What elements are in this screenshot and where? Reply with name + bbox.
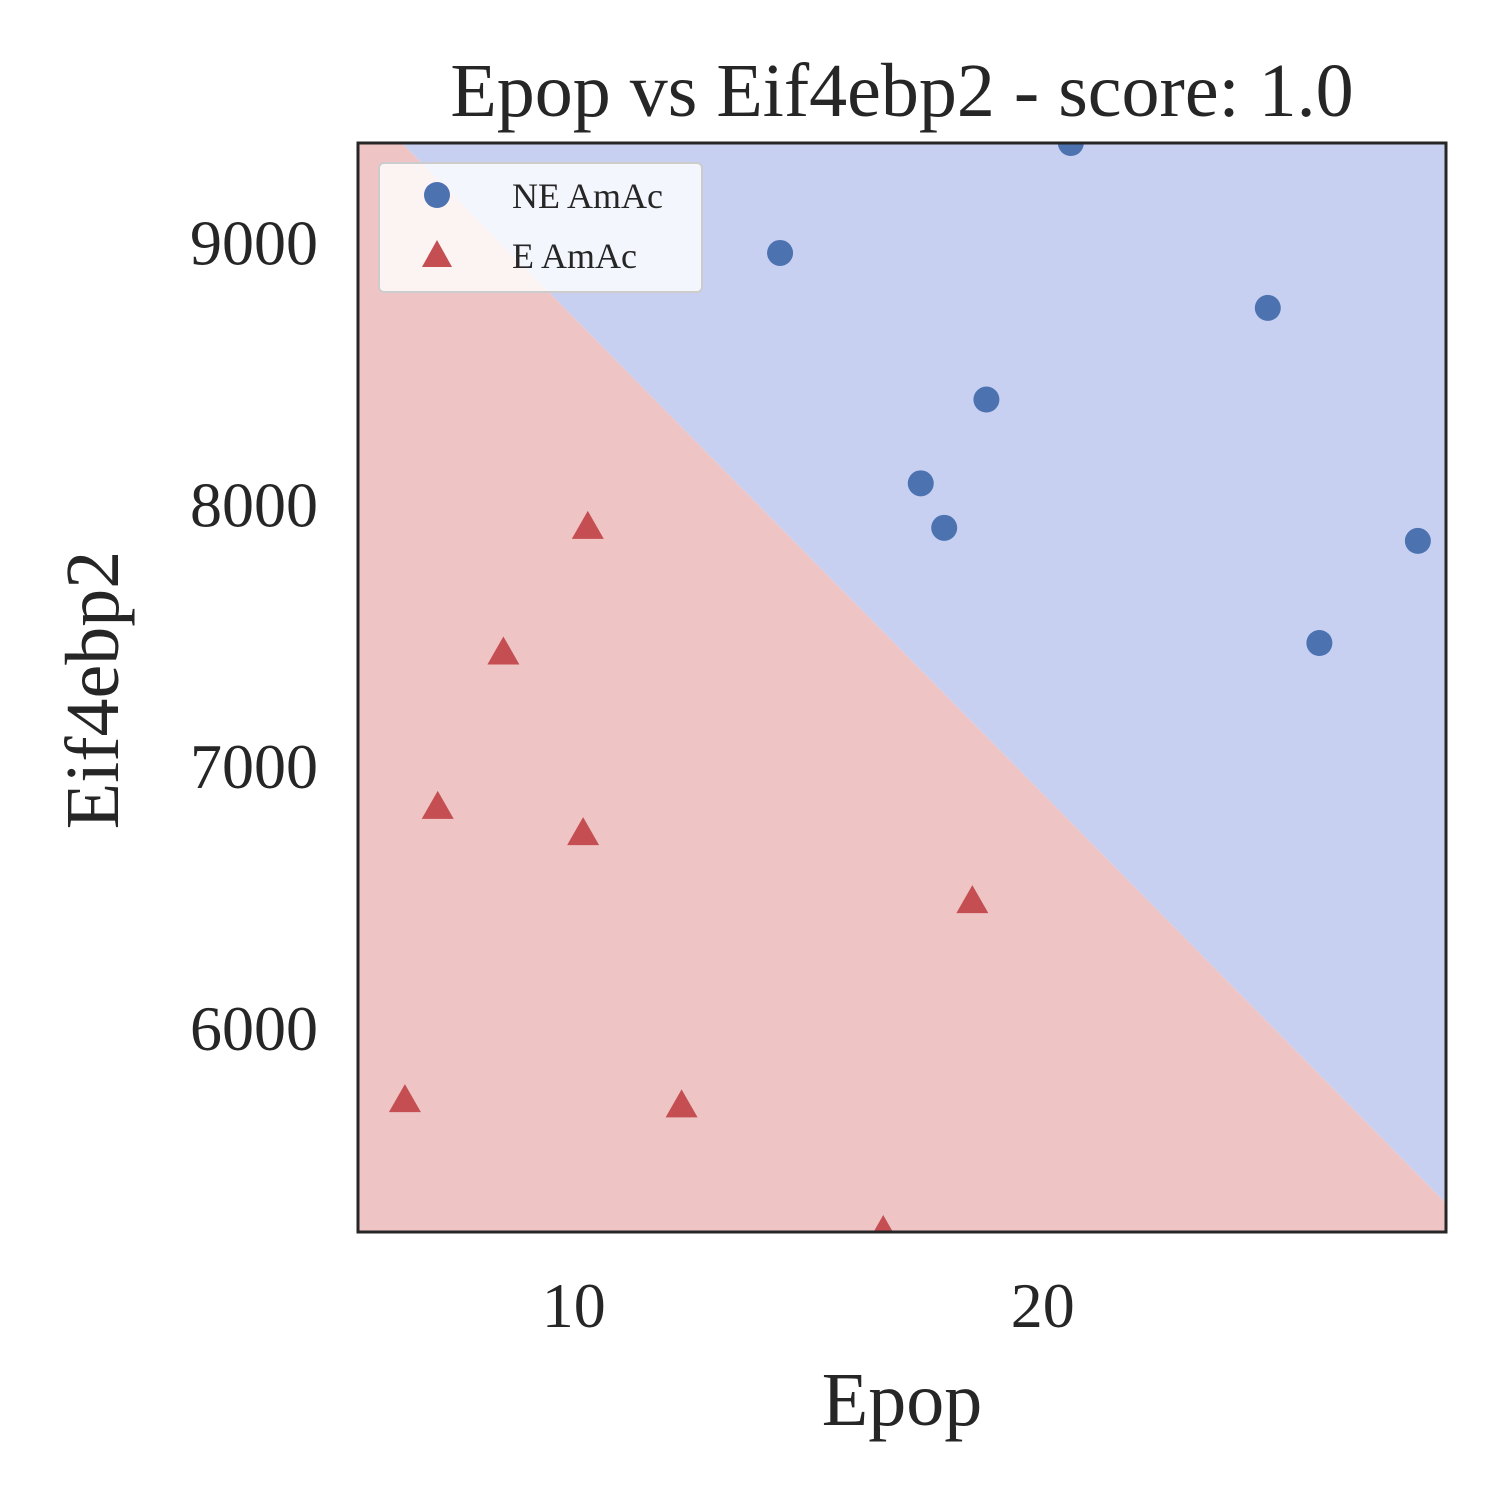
point-e-amac <box>388 1084 421 1113</box>
point-e-amac <box>567 817 600 846</box>
point-e-amac <box>873 1215 893 1232</box>
legend-label-ne-amac: NE AmAc <box>512 176 663 216</box>
legend-triangle-marker <box>422 240 452 267</box>
point-ne-amac <box>1057 143 1084 156</box>
data-points <box>388 143 1431 1232</box>
point-e-amac <box>665 1089 698 1118</box>
point-ne-amac <box>1404 527 1431 554</box>
region-ne-amac <box>358 143 1446 1204</box>
point-e-amac <box>956 885 989 914</box>
legend: NE AmAc E AmAc <box>378 162 703 293</box>
plot-frame <box>356 141 1448 1234</box>
legend-circle-marker <box>424 182 450 208</box>
point-ne-amac <box>907 470 934 497</box>
point-ne-amac <box>931 514 958 541</box>
point-e-amac <box>487 636 520 665</box>
x-tick-label: 20 <box>1011 1270 1075 1341</box>
x-tick-label: 10 <box>542 1270 606 1341</box>
point-ne-amac <box>1254 294 1281 321</box>
region-e-amac <box>358 143 1446 1232</box>
point-ne-amac <box>767 239 794 266</box>
y-tick-label: 8000 <box>190 469 318 540</box>
legend-label-e-amac: E AmAc <box>512 236 637 276</box>
decision-regions <box>358 143 1446 1232</box>
y-tick-label: 6000 <box>190 993 318 1064</box>
y-tick-label: 7000 <box>190 731 318 802</box>
y-axis-label: Eif4ebp2 <box>51 551 135 830</box>
y-tick-label: 9000 <box>190 207 318 278</box>
point-ne-amac <box>1306 629 1333 656</box>
legend-box <box>378 162 703 293</box>
point-ne-amac <box>973 386 1000 413</box>
point-e-amac <box>571 510 604 539</box>
point-e-amac <box>421 790 454 819</box>
x-axis-label: Epop <box>822 1358 982 1442</box>
axis-ticks: 10 20 6000 7000 8000 9000 <box>190 207 1075 1341</box>
chart-title: Epop vs Eif4ebp2 - score: 1.0 <box>450 49 1353 133</box>
